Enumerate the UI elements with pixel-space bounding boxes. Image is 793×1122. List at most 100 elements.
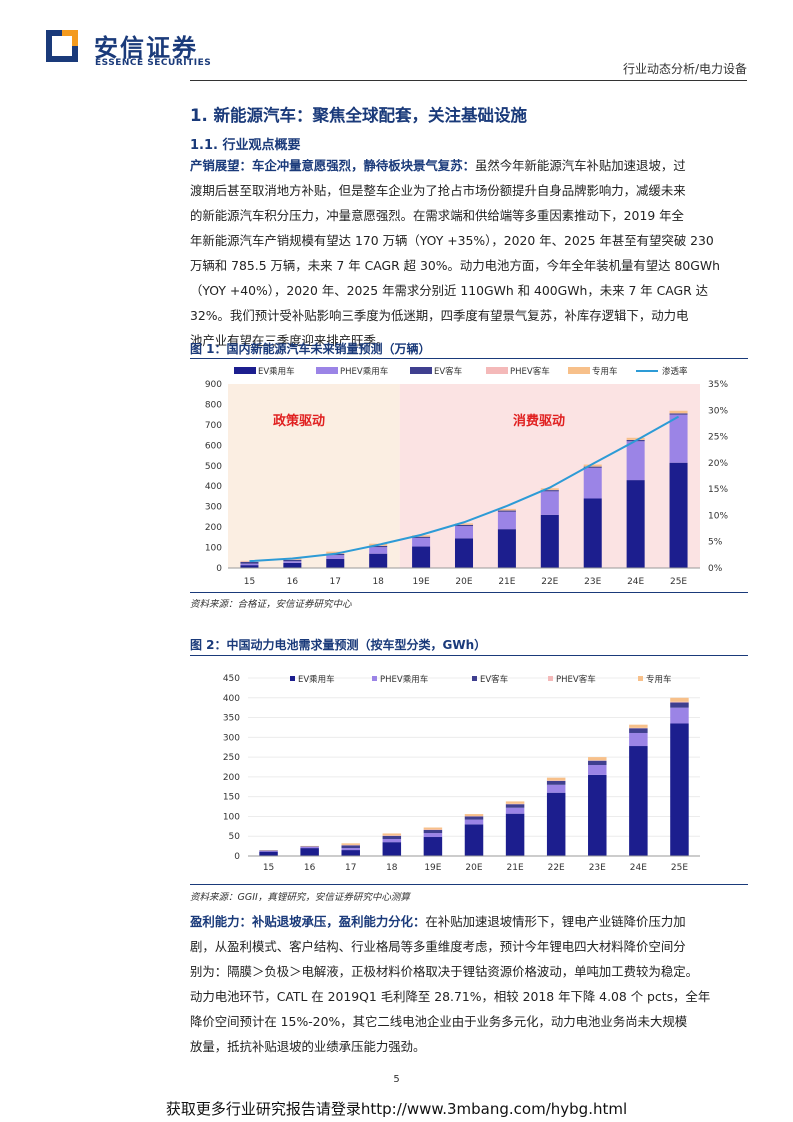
paragraph-line: 万辆和 785.5 万辆，未来 7 年 CAGR 超 30%。动力电池方面，今年…: [190, 258, 720, 273]
figure-1-source: 资料来源：合格证，安信证券研究中心: [190, 599, 352, 610]
bar-segment: [629, 728, 648, 733]
footer-link-text[interactable]: 获取更多行业研究报告请登录http://www.3mbang.com/hybg.…: [165, 1100, 628, 1118]
bar-segment: [540, 491, 559, 515]
bar-segment: [464, 814, 484, 817]
logo-icon: [46, 30, 78, 62]
report-category: 行业动态分析/电力设备: [622, 62, 747, 76]
bar-segment: [454, 523, 474, 525]
bar-segment: [454, 526, 474, 539]
x-axis-tick-label: 15: [244, 577, 255, 587]
bar-segment: [341, 850, 360, 856]
x-axis-tick-label: 19E: [413, 577, 430, 587]
bar-segment: [300, 846, 319, 849]
figure-1-title: 图 1：国内新能源汽车未来销量预测（万辆）: [190, 342, 431, 356]
legend-swatch: [410, 367, 432, 374]
zone-label-policy: 政策驱动: [273, 413, 325, 429]
x-axis-tick-label: 23E: [584, 577, 601, 587]
paragraph-line: 别为：隔膜＞负极＞电解液，正极材料价格取决于锂钴资源价格波动，单吨加工费较为稳定…: [190, 964, 699, 979]
legend-swatch: [316, 367, 338, 374]
bar-segment: [497, 529, 516, 568]
x-axis-tick-label: 21E: [507, 863, 524, 873]
bar-segment: [583, 498, 602, 568]
bar-segment: [669, 410, 688, 414]
legend-label: 专用车: [646, 674, 672, 685]
bar-segment: [240, 561, 259, 564]
legend-swatch: [548, 676, 553, 681]
bar-segment: [629, 732, 648, 747]
bar-segment: [454, 524, 474, 527]
x-axis-tick-label: 19E: [424, 863, 441, 873]
legend-label: 渗透率: [662, 366, 688, 377]
paragraph-line: 池产业有望在三季度迎来排产旺季。: [190, 333, 389, 348]
figure-2-bottom-rule: [190, 884, 748, 885]
legend-swatch: [472, 676, 477, 681]
bar-segment: [369, 553, 388, 568]
paragraph-line: 在补贴加速退坡情形下，锂电产业链降价压力加: [425, 914, 686, 929]
x-axis-tick-label: 24E: [627, 577, 644, 587]
bar-segment: [240, 561, 259, 562]
x-axis-tick-label: 18: [372, 577, 384, 587]
bar-segment: [670, 707, 689, 724]
bar-segment: [669, 462, 688, 568]
logo-english-name: ESSENCE SECURITIES: [95, 58, 212, 68]
bar-segment: [412, 546, 431, 568]
bar-segment: [259, 850, 278, 852]
bar-segment: [464, 824, 484, 856]
legend-label: EV客车: [480, 674, 508, 685]
logo-chinese-name: 安信证券: [94, 34, 198, 62]
bar-segment: [546, 777, 566, 781]
bar-segment: [626, 480, 645, 568]
page-number: 5: [393, 1074, 400, 1085]
bar-segment: [240, 563, 259, 566]
y-axis-tick-label: 600: [205, 441, 222, 451]
y-axis-tick-label: 0: [234, 852, 240, 862]
bar-segment: [540, 488, 559, 490]
bar-segment: [626, 437, 645, 440]
bar-segment: [341, 843, 360, 845]
x-axis-tick-label: 17: [330, 577, 341, 587]
x-axis-tick-label: 24E: [630, 863, 647, 873]
y-axis-tick-label: 500: [205, 462, 222, 472]
figure-2-source: 资料来源：GGII，真锂研究，安信证券研究中心测算: [190, 892, 410, 903]
bar-segment: [423, 833, 443, 838]
bar-segment: [423, 827, 443, 830]
y2-axis-tick-label: 5%: [708, 538, 723, 548]
x-axis-tick-label: 25E: [670, 577, 687, 587]
legend-label: PHEV客车: [510, 366, 550, 377]
paragraph-line: 剧，从盈利模式、客户结构、行业格局等多重维度考虑，预计今年锂电四大材料降价空间分: [190, 939, 686, 954]
bar-segment: [382, 838, 402, 843]
paragraph-sales-outlook: 产销展望：车企冲量意愿强烈，静待板块景气复苏：虽然今年新能源汽车补贴加速退坡，过…: [190, 153, 748, 353]
y2-axis-tick-label: 10%: [708, 511, 728, 521]
bar-segment: [505, 807, 525, 814]
bar-segment: [497, 511, 516, 530]
legend-swatch: [372, 676, 377, 681]
x-axis-tick-label: 21E: [498, 577, 515, 587]
y2-axis-tick-label: 30%: [708, 406, 728, 416]
paragraph-lead: 盈利能力：补贴退坡承压，盈利能力分化：: [190, 914, 426, 929]
paragraph-line: 渡期后甚至取消地方补贴，但是整车企业为了抢占市场份额提升自身品牌影响力，减缓未来: [190, 183, 686, 198]
bar-segment: [497, 508, 516, 511]
x-axis-tick-label: 16: [304, 863, 316, 873]
paragraph-line: 降价空间预计在 15%-20%，其它二线电池企业由于业务多元化，动力电池业务尚未…: [190, 1014, 688, 1029]
bar-segment: [341, 848, 360, 851]
bar-segment: [669, 413, 688, 415]
legend-label: PHEV乘用车: [380, 674, 428, 685]
bar-segment: [464, 819, 484, 825]
y2-axis-tick-label: 0%: [708, 564, 723, 574]
bar-segment: [326, 558, 345, 568]
bar-segment: [283, 562, 302, 568]
bar-segment: [540, 490, 559, 492]
figure-2-title: 图 2：中国动力电池需求量预测（按车型分类，GWh）: [190, 638, 487, 652]
y2-axis-tick-label: 25%: [708, 433, 728, 443]
bar-segment: [382, 842, 402, 856]
y-axis-tick-label: 300: [205, 503, 222, 513]
bar-segment: [454, 538, 474, 568]
y-axis-tick-label: 50: [229, 832, 241, 842]
paragraph-line: 32%。我们预计受补贴影响三季度为低迷期，四季度有望景气复苏，补库存逻辑下，动力…: [190, 308, 689, 323]
x-axis-tick-label: 15: [263, 863, 274, 873]
bar-segment: [588, 765, 607, 775]
paragraph-line: 年新能源汽车产销规模有望达 170 万辆（YOY +35%），2020 年、20…: [190, 233, 714, 248]
legend-label: PHEV客车: [556, 674, 596, 685]
x-axis-tick-label: 17: [345, 863, 356, 873]
y-axis-tick-label: 400: [205, 482, 222, 492]
